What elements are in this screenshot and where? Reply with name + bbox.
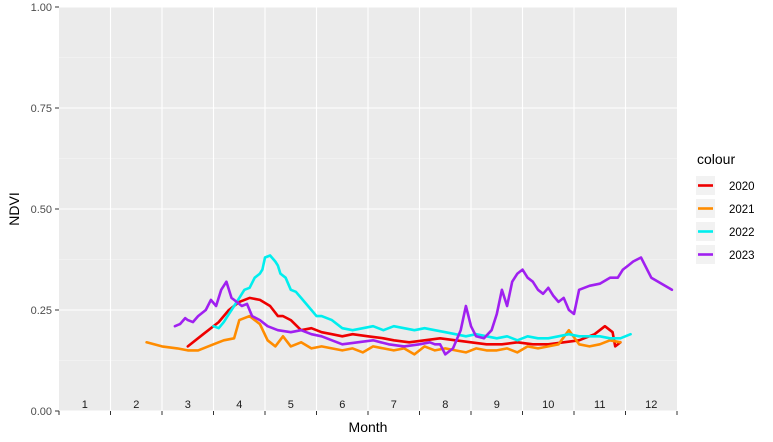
- x-axis-title: Month: [349, 419, 388, 435]
- series-line-2022: [212, 254, 632, 342]
- y-tick-label: 1.00: [31, 2, 52, 14]
- month-label: 3: [185, 399, 191, 411]
- legend-label-2020: 2020: [729, 181, 755, 193]
- legend-label-2021: 2021: [729, 204, 755, 216]
- month-label: 6: [339, 399, 345, 411]
- y-axis-title: NDVI: [6, 192, 22, 225]
- y-tick-label: 0.75: [31, 103, 52, 115]
- series-line-2021: [145, 314, 622, 356]
- legend-label-2022: 2022: [729, 227, 755, 239]
- month-label: 11: [594, 399, 605, 411]
- month-label: 12: [645, 399, 657, 411]
- month-label: 8: [442, 399, 448, 411]
- month-label: 7: [391, 399, 397, 411]
- series-lines: [145, 254, 674, 356]
- month-label: 10: [542, 399, 554, 411]
- month-label: 1: [82, 399, 88, 411]
- series-line-2020: [186, 296, 622, 348]
- grid-lines: [59, 6, 677, 412]
- month-label: 5: [288, 399, 294, 411]
- month-label: 9: [494, 399, 500, 411]
- axes: 0.00 0.25 0.50 0.75 1.00: [31, 2, 678, 418]
- y-tick-label: 0.00: [31, 406, 52, 418]
- month-labels: 1 2 3 4 5 6 7 8 9 10 11 12: [82, 399, 658, 411]
- legend: colour 2020 2021 2022 2023: [692, 148, 762, 268]
- month-label: 2: [133, 399, 139, 411]
- legend-label-2023: 2023: [729, 250, 755, 262]
- legend-title: colour: [697, 151, 735, 167]
- y-tick-label: 0.25: [31, 305, 52, 317]
- y-tick-label: 0.50: [31, 204, 52, 216]
- series-line-2023: [173, 256, 674, 356]
- month-label: 4: [236, 399, 242, 411]
